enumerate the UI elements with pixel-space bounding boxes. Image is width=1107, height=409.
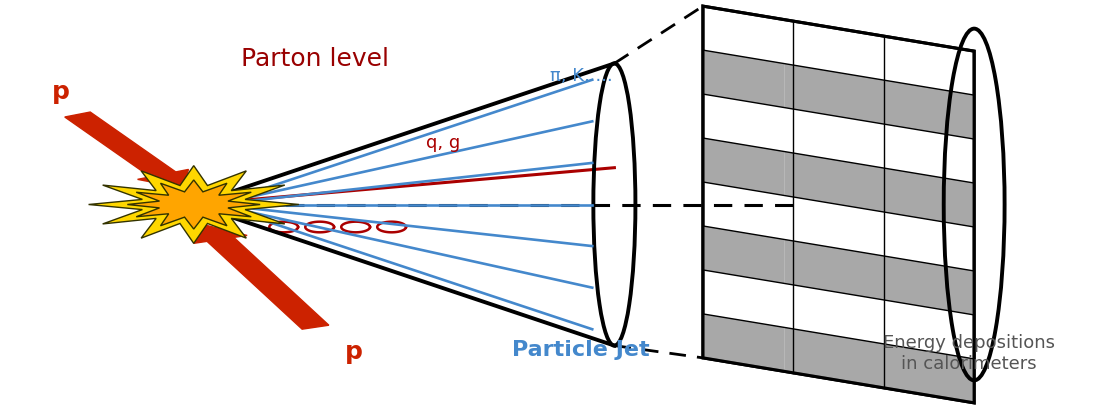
Text: p: p [345, 340, 363, 364]
Text: q, g: q, g [426, 134, 459, 152]
Polygon shape [784, 240, 974, 315]
Text: π, K, ...: π, K, ... [550, 67, 612, 85]
Text: Parton level: Parton level [241, 47, 390, 71]
Polygon shape [784, 151, 974, 227]
FancyArrow shape [194, 225, 329, 329]
Polygon shape [703, 6, 974, 403]
Polygon shape [127, 180, 260, 229]
FancyArrow shape [65, 112, 188, 188]
Text: Energy depositions
in calorimeters: Energy depositions in calorimeters [882, 335, 1055, 373]
Polygon shape [703, 226, 784, 283]
Polygon shape [784, 327, 974, 403]
Polygon shape [703, 50, 784, 108]
Polygon shape [703, 314, 784, 371]
Text: p: p [52, 80, 70, 104]
Text: Particle Jet: Particle Jet [513, 340, 650, 360]
Polygon shape [703, 138, 784, 196]
Polygon shape [784, 63, 974, 139]
Polygon shape [89, 166, 299, 243]
